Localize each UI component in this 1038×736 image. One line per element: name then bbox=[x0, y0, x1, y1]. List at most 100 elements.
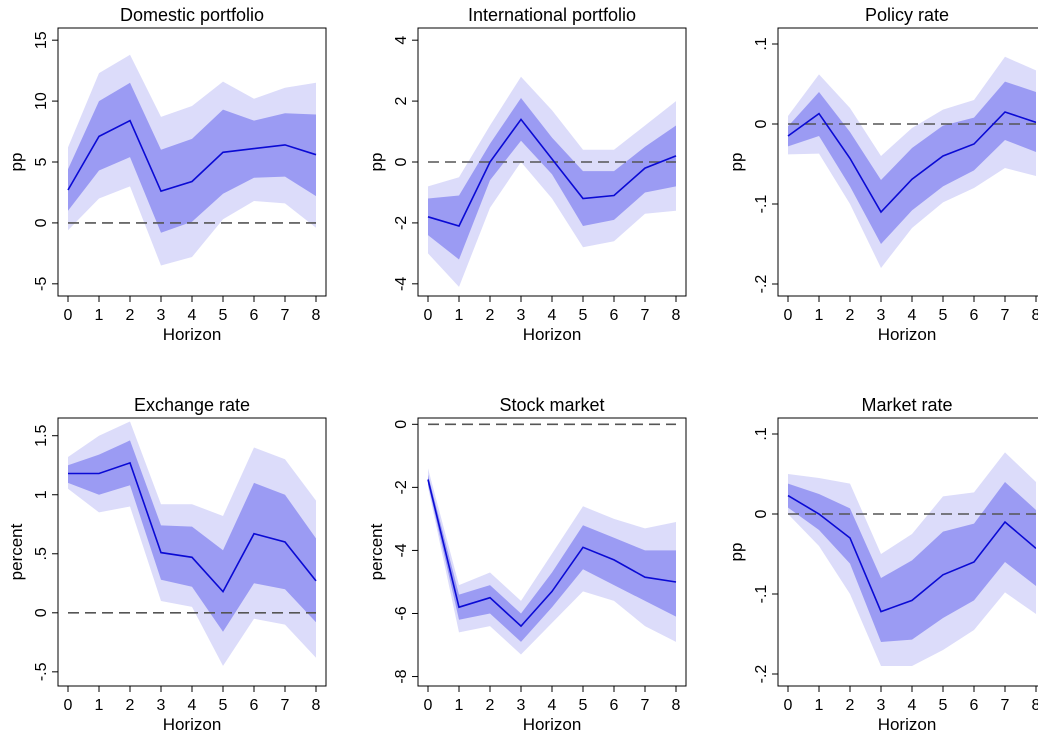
x-tick-label: 6 bbox=[970, 697, 979, 714]
point-estimate-line bbox=[787, 494, 1036, 613]
x-tick-label: 5 bbox=[939, 307, 948, 324]
x-tick-label: 2 bbox=[846, 697, 855, 714]
x-axis-label: Horizon bbox=[878, 715, 937, 734]
y-tick-label: -6 bbox=[393, 606, 410, 620]
x-tick-label: 0 bbox=[424, 307, 433, 324]
point-estimate-line bbox=[427, 479, 677, 628]
point-estimate-line bbox=[787, 111, 1036, 214]
chart-panel-2: 0 1 2 3 4 5 6 7 8 -4 -2 0 2 4 International portfolio H… bbox=[367, 5, 687, 344]
plot-area bbox=[787, 452, 1036, 666]
inner-confidence-band bbox=[428, 98, 676, 260]
x-tick-label: 7 bbox=[641, 307, 650, 324]
x-tick-label: 7 bbox=[641, 697, 650, 714]
x-tick-label: 7 bbox=[281, 307, 290, 324]
x-tick-label: 4 bbox=[908, 697, 917, 714]
y-tick-label: -5 bbox=[33, 277, 50, 291]
plot-area bbox=[68, 421, 317, 666]
y-axis-label: pp bbox=[727, 543, 746, 562]
x-tick-label: 4 bbox=[908, 307, 917, 324]
chart-title: Domestic portfolio bbox=[120, 5, 264, 25]
x-axis-label: Horizon bbox=[523, 325, 582, 344]
x-tick-label: 4 bbox=[548, 307, 557, 324]
inner-confidence-band bbox=[68, 440, 316, 632]
y-tick-label: 5 bbox=[33, 157, 50, 166]
x-axis-label: Horizon bbox=[523, 715, 582, 734]
x-tick-label: 8 bbox=[672, 307, 681, 324]
x-tick-label: 8 bbox=[1032, 307, 1038, 324]
y-tick-label: -.5 bbox=[33, 662, 50, 681]
chart-panel-1: 0 1 2 3 4 5 6 7 8 -5 0 5 10 15 Domestic portfolio Horiz… bbox=[7, 5, 327, 344]
y-tick-label: 4 bbox=[393, 36, 410, 45]
x-tick-label: 7 bbox=[1001, 307, 1010, 324]
x-tick-label: 2 bbox=[486, 697, 495, 714]
x-tick-label: 4 bbox=[548, 697, 557, 714]
y-tick-label: 0 bbox=[393, 420, 410, 429]
y-tick-label: -.1 bbox=[753, 195, 770, 214]
x-tick-label: 3 bbox=[877, 697, 886, 714]
y-tick-label: 0 bbox=[33, 608, 50, 617]
y-tick-label: -.2 bbox=[753, 665, 770, 684]
x-tick-label: 8 bbox=[312, 697, 321, 714]
chart-panel-4: 0 1 2 3 4 5 6 7 8 -.5 0 .5 1 1.5 Exchange rate Horizon p… bbox=[7, 395, 327, 734]
x-tick-label: 5 bbox=[939, 697, 948, 714]
y-tick-label: -8 bbox=[393, 669, 410, 683]
x-axis-label: Horizon bbox=[878, 325, 937, 344]
y-tick-label: .1 bbox=[753, 427, 770, 440]
y-tick-label: 0 bbox=[33, 218, 50, 227]
y-axis-label: pp bbox=[727, 153, 746, 172]
plot-area bbox=[427, 423, 677, 655]
chart-panel-5: 0 1 2 3 4 5 6 7 8 -8 -6 -4 -2 0 Stock market Horizon per… bbox=[367, 395, 687, 734]
x-tick-label: 6 bbox=[250, 697, 259, 714]
y-tick-label: -2 bbox=[393, 480, 410, 494]
x-tick-label: 6 bbox=[250, 307, 259, 324]
x-tick-label: 8 bbox=[312, 307, 321, 324]
y-tick-label: 0 bbox=[753, 509, 770, 518]
y-axis-label: percent bbox=[367, 523, 386, 580]
y-tick-label: 15 bbox=[33, 31, 50, 49]
x-tick-label: 5 bbox=[219, 307, 228, 324]
x-tick-label: 2 bbox=[846, 307, 855, 324]
x-tick-label: 2 bbox=[126, 307, 135, 324]
x-tick-label: 7 bbox=[281, 697, 290, 714]
x-tick-label: 0 bbox=[64, 697, 73, 714]
x-tick-label: 8 bbox=[672, 697, 681, 714]
x-axis-label: Horizon bbox=[163, 325, 222, 344]
x-tick-label: 3 bbox=[157, 697, 166, 714]
y-tick-label: 0 bbox=[393, 157, 410, 166]
x-tick-label: 6 bbox=[970, 307, 979, 324]
y-tick-label: 1.5 bbox=[33, 424, 50, 446]
y-tick-label: -2 bbox=[393, 216, 410, 230]
chart-title: Exchange rate bbox=[134, 395, 250, 415]
point-estimate-line bbox=[427, 118, 677, 227]
x-tick-label: 1 bbox=[455, 307, 464, 324]
y-tick-label: .1 bbox=[753, 37, 770, 50]
x-tick-label: 4 bbox=[188, 307, 197, 324]
plot-area bbox=[67, 54, 317, 266]
chart-title: Stock market bbox=[499, 395, 604, 415]
x-tick-label: 8 bbox=[1032, 697, 1038, 714]
y-tick-label: 1 bbox=[33, 490, 50, 499]
y-tick-label: 2 bbox=[393, 97, 410, 106]
x-tick-label: 1 bbox=[455, 697, 464, 714]
x-tick-label: 0 bbox=[784, 307, 793, 324]
x-tick-label: 1 bbox=[95, 307, 104, 324]
x-tick-label: 3 bbox=[157, 307, 166, 324]
x-tick-label: 0 bbox=[64, 307, 73, 324]
x-tick-label: 1 bbox=[815, 697, 824, 714]
y-axis-label: percent bbox=[7, 523, 26, 580]
chart-panel-6: 0 1 2 3 4 5 6 7 8 -.2 -.1 0 .1 Market rate Horizon pp bbox=[727, 395, 1038, 734]
y-tick-label: 10 bbox=[33, 92, 50, 110]
x-axis-label: Horizon bbox=[163, 715, 222, 734]
chart-title: Market rate bbox=[861, 395, 952, 415]
x-tick-label: 1 bbox=[815, 307, 824, 324]
x-tick-label: 1 bbox=[95, 697, 104, 714]
plot-area bbox=[787, 56, 1036, 268]
y-tick-label: 0 bbox=[753, 119, 770, 128]
y-tick-label: .5 bbox=[33, 547, 50, 560]
x-tick-label: 2 bbox=[486, 307, 495, 324]
outer-confidence-band bbox=[428, 76, 676, 287]
x-tick-label: 3 bbox=[517, 307, 526, 324]
inner-confidence-band bbox=[788, 482, 1036, 642]
y-tick-label: -.1 bbox=[753, 585, 770, 604]
